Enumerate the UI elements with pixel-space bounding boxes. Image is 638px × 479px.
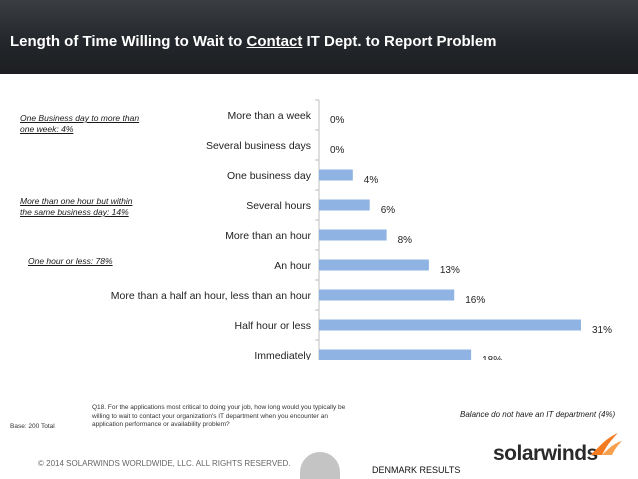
bar [319, 199, 370, 211]
bar-chart: More than a week 0% Several business days 0… [111, 99, 612, 360]
category-label: Several hours [246, 200, 311, 212]
copyright: © 2014 SOLARWINDS WORLDWIDE, LLC. ALL RI… [38, 459, 291, 468]
data-label: 16% [465, 295, 485, 306]
solarwinds-flame-icon [590, 433, 622, 455]
annotation-business-day-line1: One Business day to more than [20, 113, 140, 123]
results-label: DENMARK RESULTS [372, 465, 461, 475]
title-text-underlined: Contact [246, 33, 303, 50]
solarwinds-logo: solarwinds [493, 433, 623, 465]
annotation-business-day-line2: one week: 4% [20, 124, 74, 134]
bar [319, 349, 472, 360]
logo-text: solarwinds [493, 442, 598, 465]
category-label: More than a week [228, 110, 312, 122]
bar [319, 229, 387, 241]
data-label: 13% [440, 265, 460, 276]
title-text-end: IT Dept. to Report Problem [302, 33, 497, 50]
data-label: 31% [592, 325, 612, 336]
data-label: 0% [330, 115, 345, 126]
balance-note: Balance do not have an IT department (4%… [460, 410, 616, 419]
category-label: Half hour or less [235, 320, 311, 332]
title-text-start: Length of Time Willing to Wait to [10, 33, 247, 50]
annotation-one-hour: One hour or less: 78% [28, 256, 113, 266]
bar [319, 259, 429, 271]
bar [319, 289, 455, 301]
data-label: 0% [330, 145, 345, 156]
data-label: 8% [398, 235, 413, 246]
annotation-same-day-line2: the same business day: 14% [20, 207, 129, 217]
question-line2: willing to wait to contact your organiza… [92, 412, 328, 420]
annotation-same-day-line1: More than one hour but within [20, 196, 133, 206]
data-label: 4% [364, 175, 379, 186]
annotation-same-day: More than one hour but within the same b… [20, 196, 132, 218]
data-label: 18% [482, 355, 502, 360]
decorative-dome [300, 452, 340, 479]
title-bar: Length of Time Willing to Wait to Contac… [0, 0, 638, 74]
question-text: Q18. For the applications most critical … [92, 404, 345, 430]
question-line3: application performance or availability … [92, 421, 230, 428]
base-label: Base: 200 Total [10, 423, 55, 430]
category-label: One business day [227, 170, 312, 182]
data-label: 6% [381, 205, 396, 216]
bar [319, 319, 581, 331]
category-label: Several business days [206, 140, 311, 152]
page-title: Length of Time Willing to Wait to Contac… [10, 33, 497, 50]
question-line1: Q18. For the applications most critical … [92, 404, 346, 411]
bar [319, 169, 353, 181]
category-label: An hour [274, 260, 311, 272]
category-label: Immediately [254, 350, 311, 360]
annotation-business-day: One Business day to more than one week: … [20, 113, 139, 135]
category-label: More than an hour [225, 230, 311, 242]
category-label: More than a half an hour, less than an h… [111, 290, 312, 302]
